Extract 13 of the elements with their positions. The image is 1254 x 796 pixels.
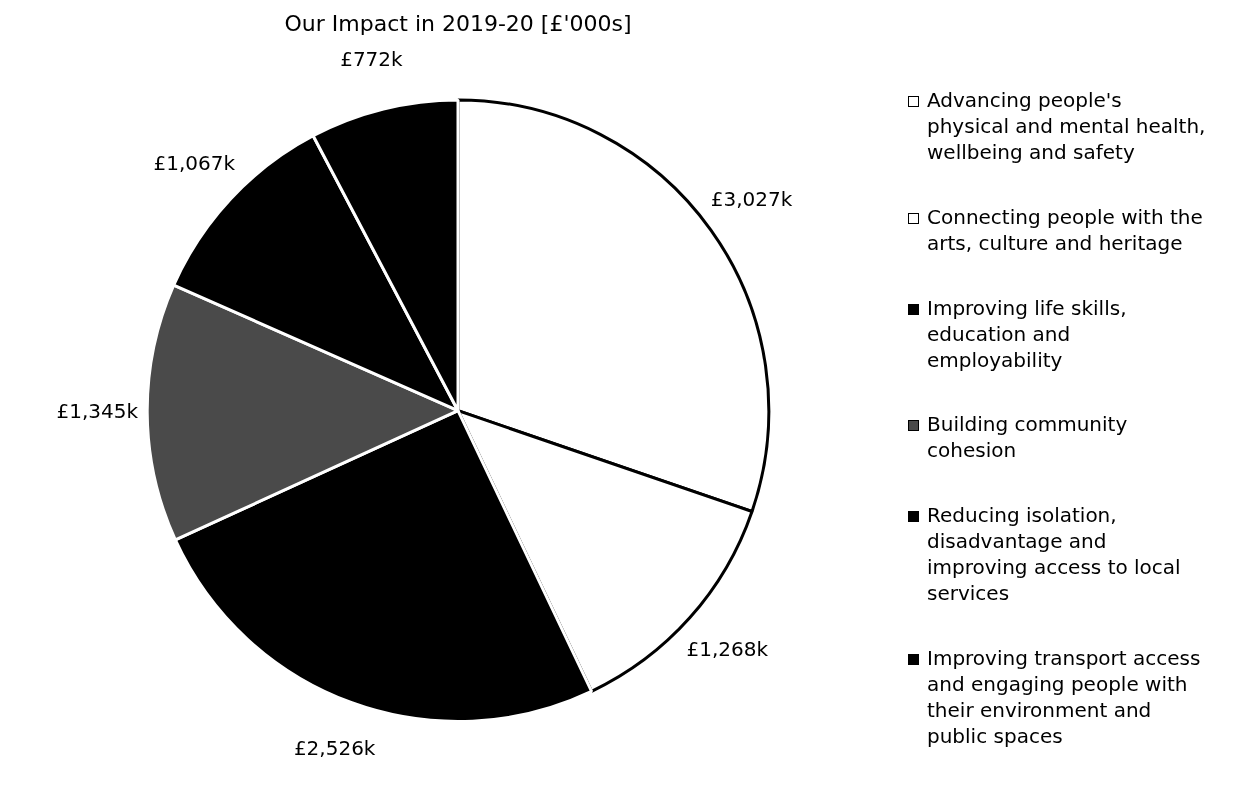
data-label: £1,067k — [153, 150, 236, 175]
chart-title: Our Impact in 2019-20 [£'000s] — [284, 10, 632, 36]
legend-label: Improving transport access and engaging people with their environment and public spaces — [927, 644, 1202, 749]
data-label: £3,027k — [710, 187, 793, 212]
data-label: £2,526k — [293, 735, 376, 760]
legend-label: Building community cohesion — [927, 411, 1129, 464]
legend-label: Reducing isolation, disadvantage and improving access to local services — [927, 501, 1182, 606]
data-label: £1,345k — [56, 399, 139, 424]
data-label: £772k — [340, 46, 404, 71]
legend-label: Improving life skills, education and employability — [927, 294, 1128, 373]
legend-label: Advancing people's physical and mental health, wellbeing and safety — [927, 87, 1207, 166]
data-label: £1,268k — [686, 637, 769, 662]
legend-label: Connecting people with the arts, culture and heritage — [927, 204, 1204, 256]
